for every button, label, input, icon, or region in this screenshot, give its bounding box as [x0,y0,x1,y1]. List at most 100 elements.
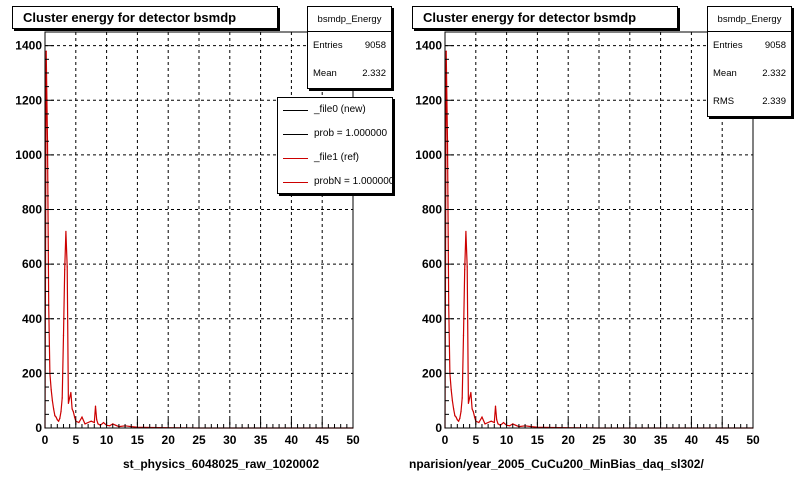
left-x-tick-label: 25 [192,433,206,447]
left-data-point [53,408,55,410]
left-y-tick-label: 0 [35,421,42,435]
left-stats-entries-label: Entries [313,40,343,51]
left-data-point [70,391,72,394]
left-data-point [59,417,61,420]
left-data-point [96,419,98,421]
left-x-tick-label: 0 [42,433,49,447]
left-x-tick-label: 5 [72,433,79,447]
right-data-point [467,402,470,405]
right-stats-rms-row: RMS 2.339 [708,88,791,116]
right-x-tick-label: 35 [654,433,668,447]
right-x-tick-label: 5 [472,433,479,447]
left-data-point [73,416,76,418]
left-data-point [87,421,89,424]
left-data-point [64,269,66,271]
right-histogram-title: Cluster energy for detector bsmdp [412,6,678,29]
right-data-point [465,230,467,232]
right-y-tick-label: 1400 [415,39,442,53]
left-y-tick-label: 400 [22,312,42,326]
left-data-point [56,419,58,421]
right-stats-rms-value: 2.339 [762,96,786,107]
right-data-point [456,419,458,421]
left-data-point [109,425,111,427]
legend-label: prob = 1.000000 [314,128,388,139]
left-data-point [81,416,83,418]
left-data-point [60,411,62,413]
left-stats-box: bsmdp_Energy Entries 9058 Mean 2.332 [307,6,392,89]
right-stats-entries-row: Entries 9058 [708,32,791,60]
left-data-point [67,402,70,405]
legend-label: _file1 (ref) [314,152,360,163]
left-stats-entries-row: Entries 9058 [308,32,391,60]
legend-swatch-black [283,110,308,111]
left-stats-entries-value: 9058 [364,40,386,51]
right-stats-entries-label: Entries [713,40,743,51]
left-data-point [97,423,99,425]
left-y-tick-label: 600 [22,257,42,271]
right-data-point [466,266,468,268]
right-data-point [490,420,492,422]
left-data-point [51,400,53,402]
left-data-point [69,397,71,399]
right-histogram-plot: 0 5 10 15 20 25 30 35 40 45 50 0 200 400 600 800 1000 120… [415,31,760,447]
right-data-point [454,415,456,417]
left-x-tick-label: 45 [316,433,330,447]
right-data-point [484,423,486,425]
right-data-point [445,50,447,52]
legend-label: probN = 1.000000 [314,176,393,187]
left-data-point [115,424,117,426]
left-data-point [50,389,52,391]
right-data-point [470,391,472,394]
right-data-point [493,421,495,424]
left-data-point [65,230,67,232]
right-data-point [469,397,471,399]
left-histogram-pad: 0 5 10 15 20 25 30 35 40 45 50 0 200 400 600 800 1000 120… [12,6,393,471]
right-data-point [494,405,497,407]
left-data-point [54,415,56,417]
left-x-tick-label: 35 [254,433,268,447]
left-data-point [72,411,74,413]
legend-swatch-red [283,182,308,183]
left-stats-mean-label: Mean [313,68,337,79]
left-data-point [90,420,92,422]
right-data-point [515,424,517,426]
left-data-point [71,408,73,410]
right-data-point [453,408,455,410]
legend-label: _file0 (new) [314,104,366,115]
right-x-tick-label: 10 [500,433,514,447]
right-stats-box: bsmdp_Energy Entries 9058 Mean 2.332 RMS… [707,6,792,117]
legend-swatch-red [283,158,308,159]
left-data-point [93,421,95,424]
right-data-point [487,421,489,424]
right-data-point [496,419,498,421]
right-stats-mean-value: 2.332 [762,68,786,79]
left-data-point [78,421,80,424]
left-x-tick-label: 10 [100,433,114,447]
left-stats-name: bsmdp_Energy [308,7,391,32]
right-data-point [464,269,466,271]
right-x-tick-label: 40 [685,433,699,447]
left-histogram-title: Cluster energy for detector bsmdp [12,6,278,29]
left-data-point [55,416,57,418]
left-stats-mean-value: 2.332 [362,68,386,79]
right-data-point [450,389,452,391]
right-data-point [451,400,453,402]
right-x-tick-label: 0 [442,433,449,447]
right-x-tick-label: 15 [531,433,545,447]
right-x-tick-label: 50 [746,433,760,447]
left-data-point [102,421,105,424]
left-x-tick-label: 50 [346,433,360,447]
left-data-point [45,50,47,52]
right-y-tick-label: 800 [422,203,442,217]
left-x-axis-label: st_physics_6048025_raw_1020002 [123,457,320,471]
right-histogram-pad: 0 5 10 15 20 25 30 35 40 45 50 0 200 400 600 800 1000 120… [400,0,800,480]
legend-swatch-black [283,134,308,135]
right-y-tick-label: 0 [435,421,442,435]
left-y-tick-label: 800 [22,203,42,217]
right-data-point [459,417,461,420]
right-data-point [455,416,457,418]
left-y-tick-label: 1200 [15,93,42,107]
legend-entry-file1: _file1 (ref) [278,146,392,170]
right-data-point [502,421,505,424]
legend-entry-prob: prob = 1.000000 [278,122,392,146]
